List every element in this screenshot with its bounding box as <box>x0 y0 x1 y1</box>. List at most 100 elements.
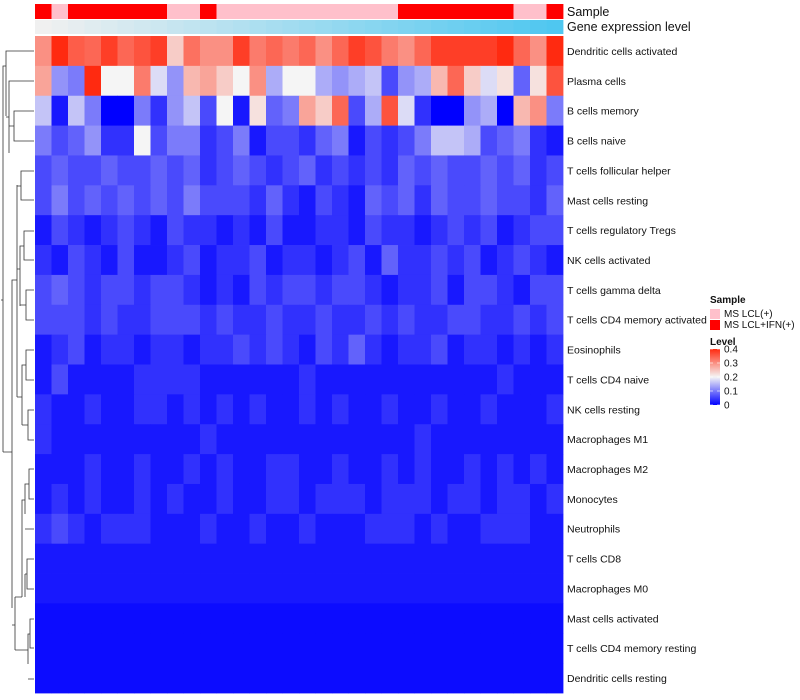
heatmap-cell <box>513 454 531 485</box>
heatmap-cell <box>513 394 531 425</box>
heatmap-cell <box>513 483 531 515</box>
heatmap-cell <box>530 215 547 246</box>
heatmap-cell <box>414 603 432 634</box>
heatmap-cell <box>134 304 151 336</box>
expression-annotation-cell <box>249 20 267 34</box>
heatmap-cell <box>266 633 283 664</box>
row-labels: Dendritic cells activated Plasma cells B c… <box>567 46 707 685</box>
heatmap-cell <box>546 543 564 574</box>
heatmap-cell <box>398 633 415 664</box>
heatmap-cell <box>546 633 564 664</box>
heatmap-cell <box>299 364 316 395</box>
heatmap-cell <box>464 215 481 246</box>
heatmap-cell <box>497 185 514 216</box>
heatmap-cell <box>332 603 349 634</box>
sample-track-label: Sample <box>567 5 609 19</box>
heatmap-cell <box>266 424 283 455</box>
heatmap-cell <box>216 603 234 634</box>
heatmap-cell <box>381 155 399 186</box>
heatmap-cell <box>84 125 102 156</box>
heatmap-cell <box>365 424 382 455</box>
heatmap-cell <box>381 245 399 276</box>
sample-annotation-cell <box>365 4 382 19</box>
heatmap-cell <box>51 36 69 67</box>
colorbar-tick-label: 0.3 <box>724 359 738 370</box>
heatmap-cell <box>134 95 151 126</box>
heatmap-cell <box>431 513 448 545</box>
heatmap-cell <box>84 304 102 336</box>
heatmap-cell <box>348 573 366 604</box>
heatmap-cell <box>84 603 102 634</box>
heatmap-cell <box>282 663 300 694</box>
heatmap-cell <box>348 454 366 485</box>
sample-annotation-cell <box>84 4 102 19</box>
heatmap-cell <box>183 125 201 156</box>
heatmap-cell <box>447 155 465 186</box>
heatmap-cell <box>134 125 151 156</box>
heatmap-cell <box>299 543 316 574</box>
heatmap-cell <box>216 454 234 485</box>
heatmap-cell <box>414 334 432 365</box>
heatmap-cell <box>365 454 382 485</box>
heatmap-cell <box>398 543 415 574</box>
heatmap-cell <box>447 424 465 455</box>
heatmap-cell <box>315 394 333 425</box>
heatmap-cell <box>84 36 102 67</box>
heatmap-cell <box>497 155 514 186</box>
heatmap-cell <box>51 125 69 156</box>
heatmap-cell <box>513 125 531 156</box>
heatmap-cell <box>299 304 316 336</box>
heatmap-cell <box>546 65 564 97</box>
heatmap-cell <box>216 185 234 216</box>
heatmap-cell <box>150 483 168 515</box>
heatmap-cell <box>117 394 135 425</box>
heatmap-cell <box>150 155 168 186</box>
heatmap-cell <box>150 573 168 604</box>
heatmap-cell <box>348 633 366 664</box>
heatmap-cell <box>480 36 498 67</box>
expression-annotation-cell <box>497 20 514 34</box>
heatmap-cell <box>513 215 531 246</box>
heatmap-cell <box>150 543 168 574</box>
heatmap-cell <box>200 364 217 395</box>
heatmap-cell <box>464 573 481 604</box>
expression-annotation-cell <box>332 20 349 34</box>
heatmap-cell <box>480 125 498 156</box>
heatmap-cell <box>398 36 415 67</box>
heatmap-cell <box>84 543 102 574</box>
heatmap-cell <box>216 274 234 306</box>
heatmap-cell <box>167 483 184 515</box>
heatmap-cell <box>497 454 514 485</box>
level-legend-title: Level <box>710 337 736 348</box>
heatmap-cell <box>398 334 415 365</box>
heatmap-cell <box>167 36 184 67</box>
heatmap-cell <box>348 95 366 126</box>
heatmap-cell <box>530 454 547 485</box>
heatmap-cell <box>117 36 135 67</box>
heatmap-cell <box>315 36 333 67</box>
heatmap-cell <box>200 36 217 67</box>
heatmap-cell <box>414 245 432 276</box>
heatmap-cell <box>315 633 333 664</box>
heatmap-cell <box>183 364 201 395</box>
heatmap-cell <box>497 245 514 276</box>
heatmap-cell <box>480 364 498 395</box>
heatmap-cell <box>249 573 267 604</box>
heatmap-cell <box>299 185 316 216</box>
row-label: Mast cells activated <box>567 613 659 625</box>
heatmap-cell <box>315 513 333 545</box>
heatmap-cell <box>513 155 531 186</box>
heatmap-cell <box>183 454 201 485</box>
heatmap-cell <box>200 215 217 246</box>
heatmap-cell <box>348 424 366 455</box>
heatmap-cell <box>51 334 69 365</box>
heatmap-cell <box>134 364 151 395</box>
heatmap-cell <box>167 95 184 126</box>
heatmap-cell <box>233 36 250 67</box>
heatmap-cell <box>183 36 201 67</box>
heatmap-cell <box>530 245 547 276</box>
heatmap-cell <box>117 304 135 336</box>
heatmap-cell <box>216 36 234 67</box>
heatmap-cell <box>497 663 514 694</box>
heatmap-cell <box>513 633 531 664</box>
